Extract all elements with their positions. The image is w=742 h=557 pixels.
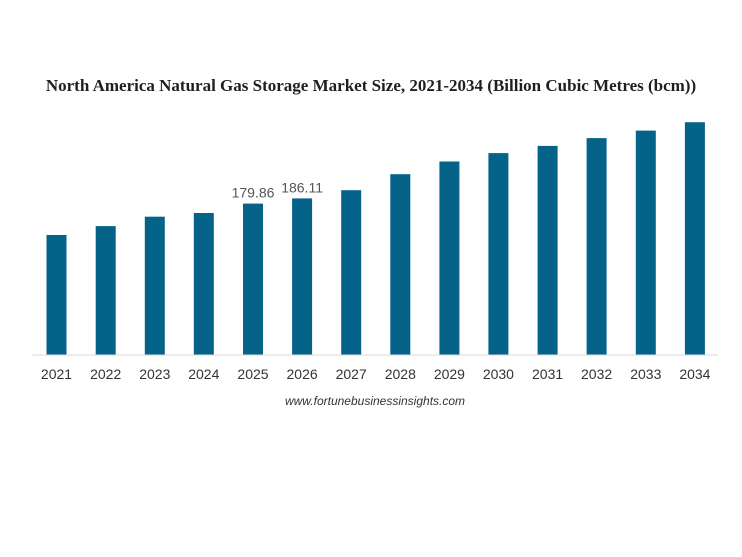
x-tick-label: 2031 [532,366,563,382]
bar-2027 [341,190,362,355]
x-tick-label: 2029 [434,366,465,382]
bar-2029 [439,161,460,355]
x-tick-label: 2026 [287,366,318,382]
x-tick-label: 2021 [41,366,72,382]
bar-2026 [292,198,313,355]
x-tick-label: 2028 [385,366,416,382]
x-tick-label: 2032 [581,366,612,382]
bar-2023 [144,216,165,355]
data-label-2026: 186.11 [281,179,323,195]
x-tick-label: 2030 [483,366,514,382]
x-tick-label: 2024 [188,366,219,382]
chart-title: North America Natural Gas Storage Market… [45,76,697,95]
x-tick-label: 2034 [679,366,710,382]
data-labels: 179.86 186.11 [232,179,324,200]
bar-2032 [586,138,607,355]
x-tick-label: 2033 [630,366,661,382]
x-tick-label: 2023 [139,366,170,382]
bar-2034 [684,122,705,355]
bar-2024 [193,213,214,355]
bar-2021 [46,235,67,355]
bar-2028 [390,174,411,355]
x-tick-label: 2022 [90,366,121,382]
bar-2033 [635,130,656,355]
x-tick-label: 2027 [336,366,367,382]
source-watermark: www.fortunebusinessinsights.com [284,394,466,408]
x-tick-label: 2025 [237,366,268,382]
bars-group [46,122,705,355]
bar-2031 [537,145,558,355]
data-label-2025: 179.86 [232,185,275,201]
bar-2030 [488,153,509,355]
bar-2022 [95,226,116,355]
bar-2025 [243,203,263,355]
x-tick-labels: 2021 2022 2023 2024 2025 2026 2027 2028 2029 2030… [41,366,711,382]
